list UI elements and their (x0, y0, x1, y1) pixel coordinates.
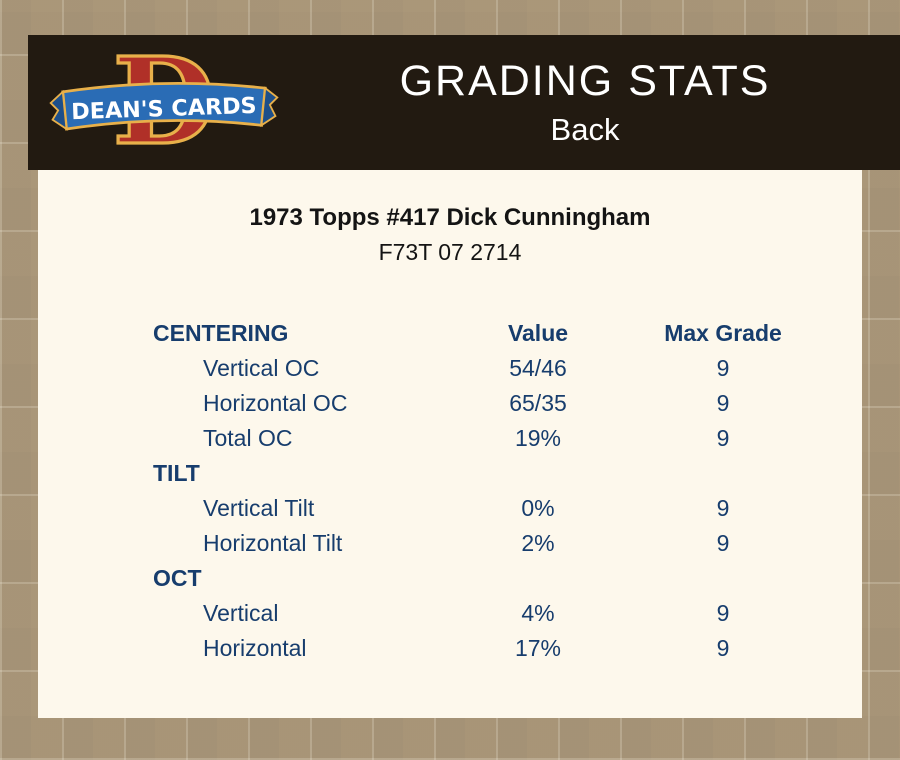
row-max-grade: 9 (716, 635, 730, 661)
section-row: TILT (153, 456, 813, 491)
table-row: Horizontal OC 65/35 9 (153, 386, 813, 421)
table-row: Horizontal Tilt 2% 9 (153, 526, 813, 561)
section-label: CENTERING (153, 320, 289, 346)
row-value: 65/35 (509, 390, 567, 416)
table-row: Vertical OC 54/46 9 (153, 351, 813, 386)
row-label: Horizontal OC (203, 390, 348, 416)
row-value: 2% (521, 530, 555, 556)
header-titles: GRADING STATS Back (300, 57, 900, 148)
stats-table: CENTERING Value Max Grade Vertical OC 54/46 9… (153, 316, 813, 666)
table-row: Vertical 4% 9 (153, 596, 813, 631)
logo-ribbon-left-fold (49, 89, 68, 131)
row-max-grade: 9 (716, 355, 730, 381)
row-label: Vertical OC (203, 355, 320, 381)
section-label: OCT (153, 565, 202, 591)
table-row: Total OC 19% 9 (153, 421, 813, 456)
row-value: 19% (514, 425, 562, 451)
card-code: F73T 07 2714 (378, 239, 522, 265)
row-max-grade: 9 (716, 495, 730, 521)
stats-panel: 1973 Topps #417 Dick Cunningham F73T 07 … (38, 170, 862, 718)
table-header-row: CENTERING Value Max Grade (153, 316, 813, 351)
deans-cards-logo: D DEAN'S CARDS (28, 35, 300, 170)
row-max-grade: 9 (716, 600, 730, 626)
row-value: 17% (514, 635, 562, 661)
row-label: Total OC (203, 425, 293, 451)
row-label: Horizontal Tilt (203, 530, 343, 556)
deans-cards-logo-icon: D DEAN'S CARDS (49, 38, 279, 168)
row-max-grade: 9 (716, 530, 730, 556)
header-bar: D DEAN'S CARDS GRADING STATS Back (28, 35, 900, 170)
page-subtitle: Back (550, 112, 620, 147)
table-row: Horizontal 17% 9 (153, 631, 813, 666)
card-title: 1973 Topps #417 Dick Cunningham (249, 204, 651, 231)
row-value: 0% (521, 495, 555, 521)
row-label: Horizontal (203, 635, 307, 661)
row-label: Vertical Tilt (203, 495, 315, 521)
empty-cell (443, 456, 633, 491)
empty-cell (633, 456, 813, 491)
table-row: Vertical Tilt 0% 9 (153, 491, 813, 526)
logo-ribbon-text: DEAN'S CARDS (71, 92, 257, 124)
logo-ribbon-right-fold (260, 85, 279, 127)
row-value: 4% (521, 600, 555, 626)
empty-cell (633, 561, 813, 596)
value-column-header: Value (507, 320, 569, 346)
empty-cell (443, 561, 633, 596)
row-value: 54/46 (509, 355, 567, 381)
row-max-grade: 9 (716, 425, 730, 451)
section-label: TILT (153, 460, 200, 486)
row-label: Vertical (203, 600, 279, 626)
max-grade-column-header: Max Grade (664, 320, 782, 346)
section-row: OCT (153, 561, 813, 596)
row-max-grade: 9 (716, 390, 730, 416)
page-title: GRADING STATS (399, 57, 771, 105)
